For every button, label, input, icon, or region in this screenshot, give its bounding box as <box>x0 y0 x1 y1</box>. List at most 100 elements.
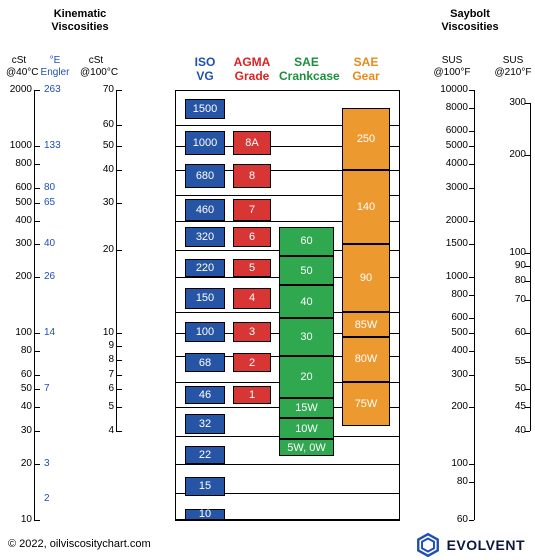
sus100-tick-label: 80 <box>432 476 468 487</box>
sus100-tick <box>469 90 474 91</box>
cst40-tick <box>34 221 40 222</box>
sus100-tick <box>469 464 474 465</box>
sus100-tick <box>469 295 474 296</box>
sus210-tick-label: 100 <box>498 247 526 258</box>
evolvent-logo: EVOLVENT <box>415 532 525 558</box>
sus100-tick <box>469 221 474 222</box>
cst100-tick-label: 8 <box>92 354 114 365</box>
sae-gear-box: 75W <box>342 382 390 426</box>
grid-line <box>175 90 400 91</box>
sus210-label: SUS@210°F <box>494 55 532 79</box>
cst100-tick <box>116 146 122 147</box>
col-hdr-agma: AGMAGrade <box>233 55 271 84</box>
agma-box: 4 <box>233 288 271 309</box>
sus100-label: SUS@100°F <box>432 55 472 79</box>
sus100-tick-label: 1500 <box>432 238 468 249</box>
agma-box: 2 <box>233 353 271 372</box>
cst40-tick <box>34 244 40 245</box>
sus100-tick-label: 100 <box>432 458 468 469</box>
sae-gear-box: 90 <box>342 244 390 312</box>
cst40-tick <box>34 464 40 465</box>
sus100-tick-label: 800 <box>432 289 468 300</box>
sus210-tick-label: 200 <box>498 149 526 160</box>
sus100-tick <box>469 146 474 147</box>
sus100-tick <box>469 407 474 408</box>
iso-box: 220 <box>185 259 225 277</box>
sae-crankcase-box: 50 <box>279 256 334 286</box>
sus100-tick <box>469 131 474 132</box>
cst40-tick-label: 40 <box>4 401 32 412</box>
sus100-tick <box>469 164 474 165</box>
cst100-tick-label: 10 <box>92 327 114 338</box>
cst100-tick-label: 60 <box>92 119 114 130</box>
cst100-tick-label: 4 <box>92 425 114 436</box>
iso-box: 46 <box>185 386 225 403</box>
cst40-tick <box>34 431 40 432</box>
cst40-tick <box>34 375 40 376</box>
sus100-tick-label: 8000 <box>432 102 468 113</box>
sae-gear-box: 85W <box>342 312 390 337</box>
iso-box: 15 <box>185 477 225 496</box>
sus100-tick-label: 300 <box>432 369 468 380</box>
sae-gear-box: 250 <box>342 108 390 169</box>
iso-box: 150 <box>185 288 225 309</box>
sus210-tick-label: 50 <box>498 383 526 394</box>
iso-box: 460 <box>185 199 225 220</box>
sae-crankcase-box: 15W <box>279 398 334 418</box>
cst40-tick-label: 300 <box>4 238 32 249</box>
iso-box: 32 <box>185 414 225 434</box>
engler-tick-label: 80 <box>44 182 70 193</box>
saybolt-header: SayboltViscosities <box>430 8 510 34</box>
cst40-tick <box>34 351 40 352</box>
cst100-label: cSt@100°C <box>80 55 112 79</box>
sus100-tick <box>469 318 474 319</box>
cst100-tick <box>116 389 122 390</box>
cst40-tick <box>34 333 40 334</box>
sus100-tick-label: 1000 <box>432 271 468 282</box>
sus210-tick-label: 55 <box>498 356 526 367</box>
engler-label: °EEngler <box>38 55 72 79</box>
cst100-tick <box>116 407 122 408</box>
sus100-tick-label: 600 <box>432 312 468 323</box>
engler-tick-label: 2 <box>44 493 70 504</box>
cst40-tick-label: 50 <box>4 383 32 394</box>
cst40-tick-label: 800 <box>4 158 32 169</box>
sus100-tick <box>469 277 474 278</box>
cst100-tick-label: 6 <box>92 383 114 394</box>
sus100-tick-label: 5000 <box>432 140 468 151</box>
sae-crankcase-box: 40 <box>279 285 334 318</box>
cst40-tick-label: 1000 <box>4 140 32 151</box>
sus210-tick-label: 40 <box>498 425 526 436</box>
logo-text: EVOLVENT <box>447 537 525 553</box>
cst40-tick <box>34 203 40 204</box>
cst100-tick <box>116 250 122 251</box>
sus100-tick <box>469 520 474 521</box>
engler-tick-label: 65 <box>44 197 70 208</box>
cst100-tick <box>116 333 122 334</box>
sus210-axis <box>530 103 531 431</box>
cst40-tick <box>34 407 40 408</box>
sus210-tick-label: 45 <box>498 401 526 412</box>
cst100-axis <box>116 90 117 431</box>
sus100-tick <box>469 108 474 109</box>
sus100-tick-label: 3000 <box>432 182 468 193</box>
agma-box: 6 <box>233 227 271 247</box>
sus100-axis <box>474 90 475 520</box>
engler-tick-label: 3 <box>44 458 70 469</box>
cst40-tick <box>34 389 40 390</box>
engler-tick-label: 263 <box>44 84 70 95</box>
cst40-tick-label: 20 <box>4 458 32 469</box>
viscosity-chart: KinematicViscosities SayboltViscosities cS… <box>0 0 535 560</box>
sus210-tick-label: 70 <box>498 294 526 305</box>
iso-box: 100 <box>185 322 225 342</box>
kinematic-header: KinematicViscosities <box>40 8 120 34</box>
cst40-tick-label: 60 <box>4 369 32 380</box>
sus210-tick-label: 300 <box>498 97 526 108</box>
engler-tick-label: 26 <box>44 271 70 282</box>
sus100-tick-label: 6000 <box>432 125 468 136</box>
sus210-tick-label: 80 <box>498 275 526 286</box>
copyright: © 2022, oilviscositychart.com <box>8 538 151 550</box>
cst40-tick-label: 500 <box>4 197 32 208</box>
cst40-tick-label: 400 <box>4 215 32 226</box>
cst40-tick <box>34 164 40 165</box>
